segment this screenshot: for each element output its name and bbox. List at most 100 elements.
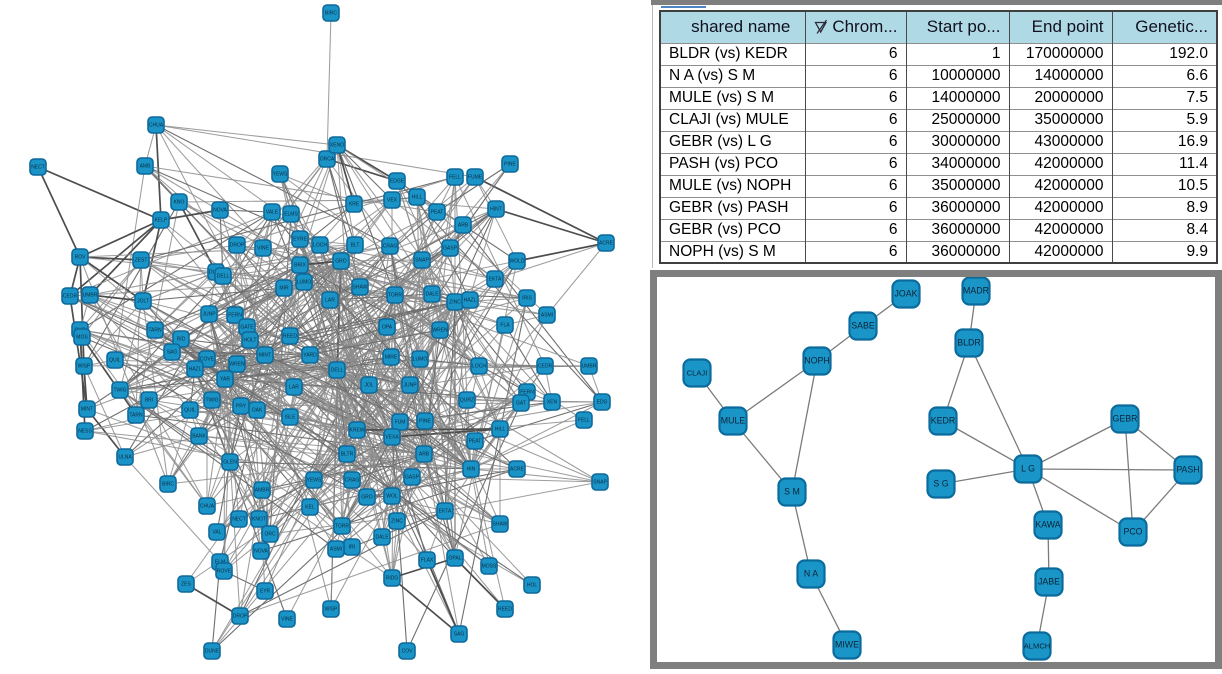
svg-text:BIRC: BIRC — [162, 482, 174, 488]
svg-text:BLTR: BLTR — [341, 452, 354, 458]
svg-text:KEL: KEL — [305, 505, 315, 511]
svg-text:EKTA: EKTA — [439, 509, 452, 515]
svg-text:GASP: GASP — [443, 246, 458, 252]
svg-text:EYRE: EYRE — [293, 237, 307, 243]
svg-text:ARB: ARB — [458, 223, 469, 229]
svg-text:MIRE: MIRE — [385, 355, 398, 361]
svg-text:JABE: JABE — [1038, 577, 1060, 587]
svg-text:DELL: DELL — [217, 274, 230, 280]
svg-text:HOL: HOL — [527, 583, 538, 589]
svg-text:YEWS: YEWS — [307, 478, 322, 484]
svg-text:VINE: VINE — [281, 617, 293, 623]
svg-text:BRI: BRI — [145, 398, 153, 404]
svg-text:L G: L G — [1021, 464, 1035, 474]
svg-text:ZEST: ZEST — [135, 258, 148, 264]
svg-text:S M: S M — [784, 487, 800, 497]
svg-text:GEBR: GEBR — [1113, 414, 1138, 424]
svg-text:UMBR: UMBR — [582, 364, 597, 370]
svg-text:ACRE: ACRE — [599, 241, 614, 247]
svg-text:NESS: NESS — [78, 429, 92, 435]
svg-text:JOAK: JOAK — [895, 289, 918, 299]
svg-text:CEDR: CEDR — [538, 364, 553, 370]
svg-text:FERN: FERN — [520, 390, 534, 396]
svg-text:PINE: PINE — [504, 162, 516, 168]
svg-text:FUM: FUM — [395, 420, 406, 426]
svg-text:LOCH: LOCH — [472, 364, 486, 370]
svg-text:JUNP: JUNP — [202, 312, 216, 318]
svg-text:TARN: TARN — [129, 413, 143, 419]
svg-text:ISLE: ISLE — [285, 415, 297, 421]
svg-text:FELL: FELL — [578, 418, 590, 424]
svg-text:VINE: VINE — [257, 246, 269, 252]
svg-text:GLEN: GLEN — [223, 460, 237, 466]
svg-text:TARN: TARN — [148, 328, 162, 334]
svg-text:FUME: FUME — [468, 175, 483, 181]
svg-text:ASMI: ASMI — [541, 313, 553, 319]
svg-text:CLAJI: CLAJI — [687, 369, 708, 378]
svg-text:PCO: PCO — [1123, 527, 1142, 537]
svg-text:LOCH: LOCH — [313, 243, 327, 249]
svg-text:S G: S G — [933, 479, 948, 489]
svg-text:DUNE: DUNE — [205, 649, 220, 655]
svg-text:TORR: TORR — [388, 293, 402, 299]
svg-text:BLDR: BLDR — [957, 338, 980, 348]
svg-text:JUNP: JUNP — [403, 383, 417, 389]
svg-text:HILL: HILL — [412, 195, 423, 201]
svg-text:MINT: MINT — [81, 407, 93, 413]
svg-text:REED: REED — [283, 334, 297, 340]
svg-text:EYR: EYR — [260, 589, 271, 595]
svg-text:TWIG: TWIG — [113, 388, 126, 394]
svg-text:AMB: AMB — [140, 164, 152, 170]
svg-text:WOL: WOL — [386, 494, 398, 500]
svg-text:MOS: MOS — [76, 335, 88, 341]
svg-text:FLA: FLA — [500, 323, 510, 329]
svg-text:BANK: BANK — [192, 434, 206, 440]
svg-text:FLAX: FLAX — [421, 558, 434, 564]
svg-text:CHUA: CHUA — [200, 504, 215, 510]
svg-text:KREW: KREW — [350, 428, 365, 434]
svg-text:PRY: PRY — [236, 404, 247, 410]
svg-text:HIN: HIN — [467, 467, 476, 473]
svg-text:VAL: VAL — [212, 530, 221, 536]
svg-text:KEDR: KEDR — [931, 416, 955, 426]
svg-text:MIR: MIR — [279, 286, 289, 292]
svg-text:SAG: SAG — [167, 350, 178, 356]
svg-text:VALE: VALE — [266, 210, 279, 216]
svg-text:ALMCH: ALMCH — [1024, 642, 1051, 651]
svg-text:GRO: GRO — [361, 495, 373, 501]
svg-text:LUMO: LUMO — [297, 280, 312, 286]
svg-text:ORC: ORC — [264, 532, 276, 538]
svg-text:NOPH: NOPH — [804, 356, 829, 366]
svg-text:TWIG: TWIG — [205, 398, 218, 404]
svg-text:OPAL: OPAL — [449, 556, 462, 562]
svg-text:YAR: YAR — [220, 377, 230, 383]
svg-text:LAR: LAR — [325, 298, 335, 304]
svg-text:GRO: GRO — [335, 259, 347, 265]
svg-text:KNO: KNO — [174, 200, 185, 206]
svg-text:CRAG: CRAG — [345, 478, 360, 484]
svg-text:SNAP: SNAP — [593, 480, 607, 486]
svg-text:JOLT: JOLT — [137, 299, 149, 305]
svg-text:MOSS: MOSS — [482, 564, 497, 570]
svg-text:YEWS: YEWS — [273, 172, 288, 178]
svg-text:PASH: PASH — [1176, 465, 1199, 475]
svg-text:ROV: ROV — [75, 255, 87, 261]
svg-text:UMBR: UMBR — [83, 293, 98, 299]
svg-text:KRE: KRE — [349, 202, 360, 208]
svg-text:SAG: SAG — [454, 632, 465, 638]
svg-text:ASMI: ASMI — [330, 547, 342, 553]
svg-text:QUIL: QUIL — [109, 358, 121, 364]
svg-text:LAR: LAR — [289, 385, 299, 391]
svg-text:MIWE: MIWE — [835, 640, 859, 650]
svg-text:SHAW: SHAW — [353, 285, 368, 291]
svg-text:ORCA: ORCA — [320, 157, 335, 163]
svg-text:BRIX: BRIX — [294, 263, 306, 269]
svg-text:ROVE: ROVE — [217, 569, 232, 575]
svg-text:GASP: GASP — [405, 475, 420, 481]
svg-text:GAT: GAT — [516, 401, 526, 407]
svg-text:WOLD: WOLD — [510, 259, 525, 265]
svg-text:ELMS: ELMS — [284, 212, 298, 218]
svg-text:ZES: ZES — [181, 582, 191, 588]
svg-text:NOVA: NOVA — [254, 549, 268, 555]
svg-text:ZINC: ZINC — [449, 300, 461, 306]
